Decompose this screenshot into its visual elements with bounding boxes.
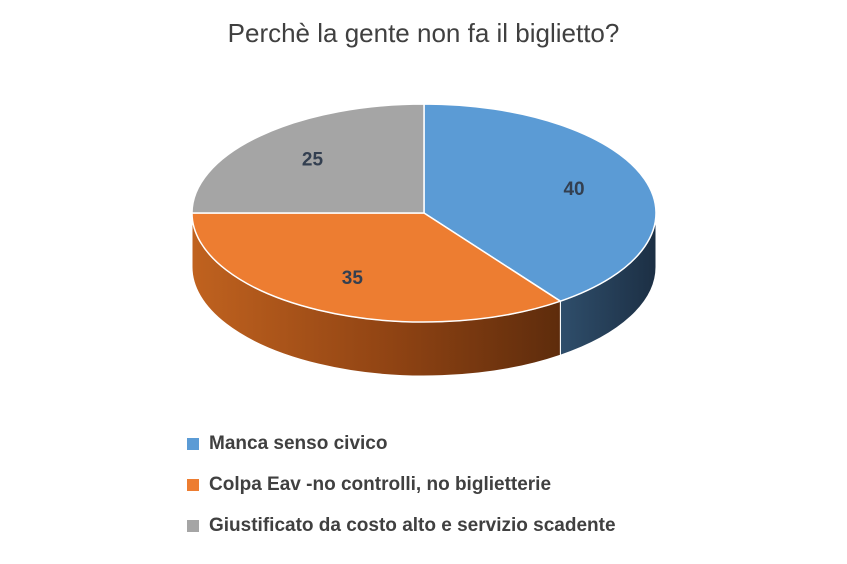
data-label: 40: [563, 179, 584, 200]
legend-swatch: [187, 479, 199, 491]
data-label: 35: [342, 268, 364, 289]
data-label: 25: [302, 150, 324, 171]
pie-slice: [191, 212, 562, 323]
legend-item: Colpa Eav -no controlli, no biglietterie: [187, 474, 616, 496]
pie-data-labels: 40 35 25: [302, 150, 585, 289]
pie-slice: [191, 103, 425, 214]
legend-item: Giustificato da costo alto e servizio sc…: [187, 515, 616, 537]
legend-label: Manca senso civico: [209, 433, 388, 454]
legend-swatch: [187, 520, 199, 532]
legend-item: Manca senso civico: [187, 433, 616, 455]
pie-tops: [191, 103, 657, 323]
legend: Manca senso civico Colpa Eav -no control…: [187, 433, 616, 556]
legend-label: Colpa Eav -no controlli, no biglietterie: [209, 474, 552, 495]
chart-title: Perchè la gente non fa il biglietto?: [227, 18, 620, 48]
legend-swatch: [187, 438, 199, 450]
legend-label: Giustificato da costo alto e servizio sc…: [209, 515, 616, 536]
pie-slice: [423, 103, 657, 302]
